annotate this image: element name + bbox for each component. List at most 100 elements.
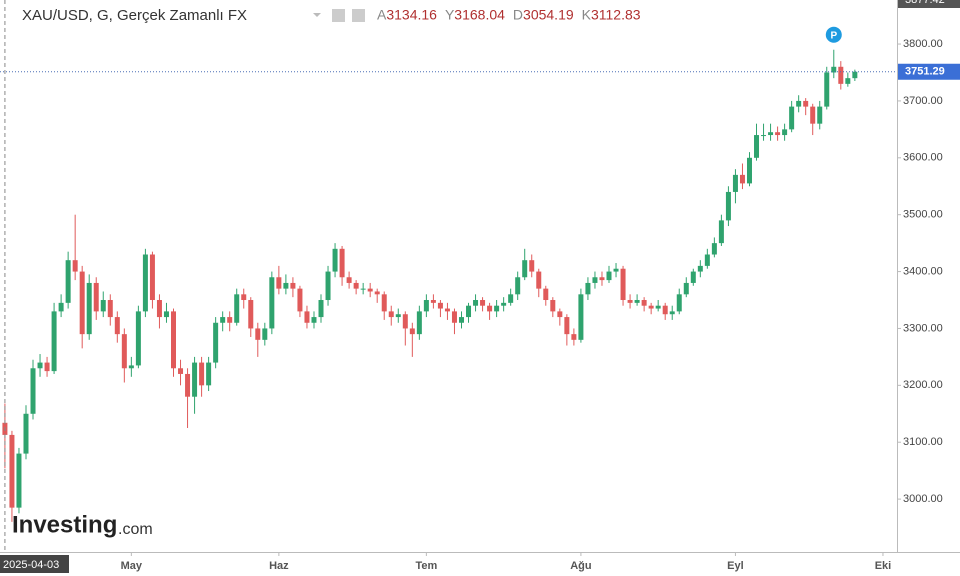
candle-body <box>51 311 57 372</box>
candle-body <box>718 220 724 244</box>
candle-body <box>669 311 675 315</box>
ohlc-label: Y <box>445 7 455 23</box>
x-tick-label: Haz <box>269 560 289 572</box>
candle-body <box>304 311 310 323</box>
candle-body <box>458 317 464 323</box>
candle-body <box>662 305 668 315</box>
candle-body <box>262 328 268 340</box>
x-tick-label: Tem <box>415 560 437 572</box>
candle-body <box>367 288 373 292</box>
candle-body <box>248 300 254 329</box>
candle-body <box>388 311 394 318</box>
candle-body <box>838 66 844 84</box>
candle-body <box>402 314 408 329</box>
candle-body <box>627 300 633 303</box>
candle-body <box>578 294 584 340</box>
candle-body <box>571 334 577 340</box>
ohlc-value: 3134.16 <box>386 7 437 23</box>
candle-body <box>480 300 486 306</box>
x-tick-label: Ağu <box>570 560 591 572</box>
candle-body <box>163 311 169 318</box>
candle-body <box>557 311 563 318</box>
hide-icon[interactable] <box>352 9 365 22</box>
candle-body <box>100 300 106 312</box>
candle-body <box>360 288 366 290</box>
dropdown-icon[interactable] <box>313 13 321 17</box>
ohlc-value: 3112.83 <box>591 7 641 23</box>
candle-body <box>817 106 823 124</box>
candle-body <box>156 300 162 318</box>
candle-body <box>234 294 240 323</box>
candle-body <box>831 66 837 73</box>
candle-body <box>283 282 289 289</box>
candle-body <box>768 132 774 136</box>
candle-body <box>30 368 36 414</box>
candle-body <box>739 174 745 184</box>
candle-body <box>487 305 493 312</box>
candle-body <box>346 277 352 283</box>
candle-body <box>269 277 275 329</box>
y-tick-label: 3800.00 <box>903 38 943 50</box>
candle-body <box>86 282 92 335</box>
candle-body <box>585 282 591 295</box>
candle-body <box>381 294 387 312</box>
candle-body <box>732 174 738 192</box>
candle-body <box>845 78 851 84</box>
candle-body <box>754 135 760 158</box>
candle-body <box>128 365 134 369</box>
candle-body <box>16 453 22 508</box>
candle-body <box>192 362 198 397</box>
ohlc-label: D <box>513 7 523 23</box>
candle-body <box>746 157 752 184</box>
candle-body <box>178 368 184 374</box>
candle-body <box>290 282 296 289</box>
chart-title: XAU/USD, G, Gerçek Zamanlı FX <box>22 7 247 24</box>
candle-body <box>227 317 233 323</box>
event-marker[interactable] <box>825 26 842 43</box>
legend-header: XAU/USD, G, Gerçek Zamanlı FX A 3134.16 Y 3… <box>22 7 641 24</box>
candle-body <box>409 328 415 335</box>
candle-body <box>37 362 43 369</box>
crosshair-price-box <box>898 0 960 8</box>
candle-body <box>437 302 443 309</box>
x-tick-label: 2025-04-03 <box>3 559 59 571</box>
candle-body <box>515 277 521 295</box>
x-tick-label: Eki <box>875 560 892 572</box>
candle-body <box>655 305 661 309</box>
candle-body <box>65 260 71 303</box>
y-tick-label: 3100.00 <box>903 436 943 448</box>
candle-body <box>220 317 226 323</box>
candle-body <box>852 71 858 79</box>
candle-body <box>494 305 500 312</box>
candle-body <box>353 282 359 289</box>
candle-body <box>648 305 654 309</box>
candle-body <box>135 311 141 366</box>
crosshair-date-box <box>0 555 69 573</box>
candle-body <box>206 362 212 386</box>
candle-body <box>803 100 809 107</box>
candle-body <box>473 300 479 306</box>
ohlc-value: 3054.19 <box>523 7 574 23</box>
candle-body <box>592 277 598 283</box>
candle-body <box>23 413 29 454</box>
candle-body <box>522 260 528 278</box>
candle-body <box>550 300 556 312</box>
candle-body <box>374 291 380 295</box>
candle-body <box>199 362 205 386</box>
y-tick-label: 3500.00 <box>903 209 943 221</box>
candle-body <box>725 191 731 221</box>
ohlc-label: A <box>377 7 387 23</box>
x-tick-label: Eyl <box>727 560 744 572</box>
candle-body <box>501 302 507 306</box>
candle-body <box>430 300 436 303</box>
candle-body <box>297 288 303 312</box>
candle-body <box>44 362 50 372</box>
candle-body <box>676 294 682 312</box>
candle-body <box>332 248 338 272</box>
candle-body <box>185 373 191 397</box>
candle-body <box>697 265 703 272</box>
candle-body <box>641 300 647 306</box>
settings-icon[interactable] <box>332 9 345 22</box>
candle-body <box>789 106 795 130</box>
